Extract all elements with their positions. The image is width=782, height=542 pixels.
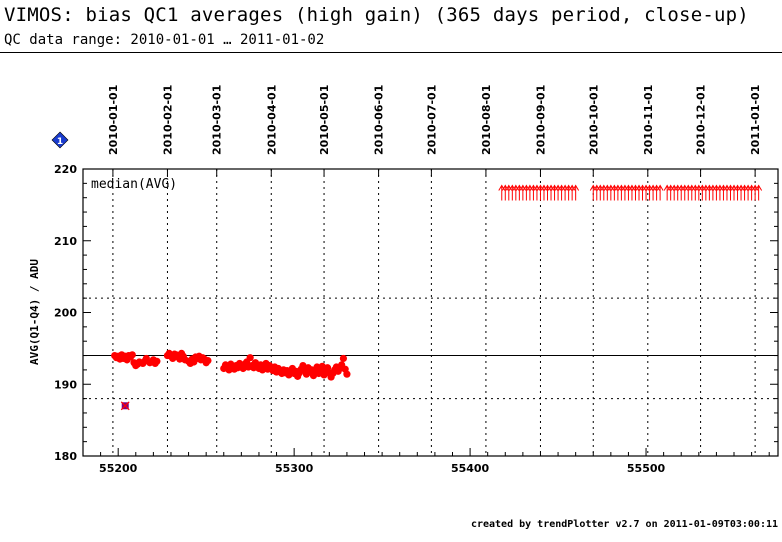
data-layer (111, 184, 763, 411)
y-tick-label: 190 (54, 378, 77, 391)
y-tick-label: 200 (54, 307, 77, 320)
top-date-label: 2010-11-01 (642, 85, 655, 155)
top-date-label: 2010-08-01 (480, 85, 493, 155)
offscale-arrow (572, 184, 580, 201)
info-marker-icon: 1 (51, 131, 69, 149)
data-point (246, 354, 254, 362)
data-range-subtitle: QC data range: 2010-01-01 … 2011-01-02 (4, 32, 325, 48)
grid-layer (112, 169, 756, 456)
offscale-arrow (755, 184, 763, 201)
plot-frame (82, 168, 779, 457)
top-date-label: 2010-05-01 (318, 85, 331, 155)
footer-credit: created by trendPlotter v2.7 on 2011-01-… (470, 519, 778, 530)
data-point (339, 354, 348, 363)
top-date-label: 2010-10-01 (587, 85, 600, 155)
outlier-cross (120, 401, 130, 411)
x-tick-label: 55300 (275, 462, 314, 475)
top-date-label: 2010-06-01 (373, 85, 386, 155)
top-date-label: 2010-01-01 (107, 85, 120, 155)
y-tick-label: 210 (54, 235, 77, 248)
median-annotation: median(AVG) (91, 177, 177, 192)
top-date-label: 2010-02-01 (161, 85, 174, 155)
x-tick-label: 55400 (451, 462, 490, 475)
axis-layer: 2010-01-01 2010-02-01 2010-03-01 2010-04-01… (54, 85, 778, 475)
data-point (343, 370, 351, 378)
chart-title: VIMOS: bias QC1 averages (high gain) (36… (4, 4, 749, 26)
info-marker-label: 1 (57, 137, 63, 147)
data-point (128, 351, 136, 359)
top-date-label: 2010-09-01 (534, 85, 547, 155)
top-date-label: 2011-01-01 (749, 85, 762, 155)
top-date-label: 2010-03-01 (211, 85, 224, 155)
top-date-label: 2010-07-01 (425, 85, 438, 155)
x-tick-label: 55500 (627, 462, 666, 475)
x-tick-label: 55200 (99, 462, 138, 475)
header-divider (0, 52, 782, 53)
reference-lines (83, 297, 778, 400)
data-point (153, 357, 161, 365)
data-point (204, 356, 212, 365)
top-date-label: 2010-12-01 (695, 85, 708, 155)
offscale-arrow (656, 184, 664, 201)
top-date-label: 2010-04-01 (265, 85, 278, 155)
y-tick-label: 220 (54, 163, 77, 176)
y-axis-label: AVG(Q1-Q4) / ADU (28, 259, 41, 365)
y-tick-label: 180 (54, 450, 77, 463)
